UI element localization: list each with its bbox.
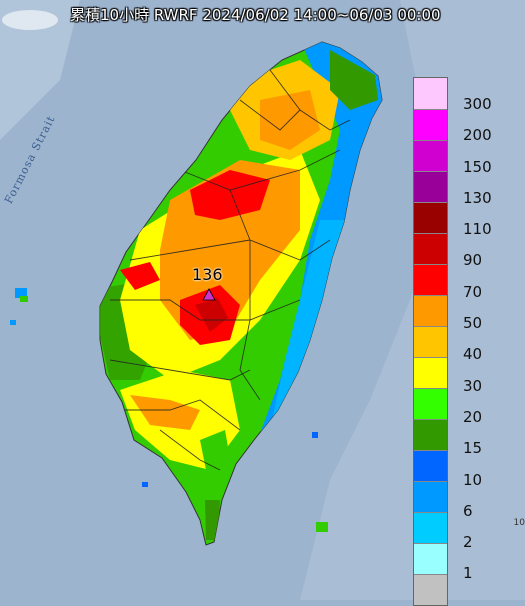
legend-swatch xyxy=(414,140,447,171)
color-legend xyxy=(413,77,448,606)
legend-swatch xyxy=(414,388,447,419)
legend-swatch xyxy=(414,78,447,109)
legend-label: 20 xyxy=(463,407,483,426)
legend-swatch xyxy=(414,264,447,295)
legend-swatch xyxy=(414,543,447,574)
taiwan-island xyxy=(99,41,383,546)
legend-label: 6 xyxy=(463,501,473,520)
legend-swatch xyxy=(414,357,447,388)
legend-label: 110 xyxy=(463,220,492,239)
legend-swatch xyxy=(414,295,447,326)
legend-label: 40 xyxy=(463,345,483,364)
legend-label: 130 xyxy=(463,188,492,207)
legend-label: 50 xyxy=(463,314,483,333)
legend-label: 300 xyxy=(463,95,492,113)
legend-swatch xyxy=(414,202,447,233)
legend-label: 30 xyxy=(463,376,483,395)
map-title: 累積10小時 RWRF 2024/06/02 14:00~06/03 00:00 xyxy=(70,6,441,24)
legend-label: 200 xyxy=(463,126,492,145)
legend-swatch xyxy=(414,481,447,512)
corner-text: 10 xyxy=(513,518,525,528)
legend-label: 70 xyxy=(463,282,483,301)
legend-swatch xyxy=(414,574,447,605)
legend-swatch xyxy=(414,419,447,450)
legend-label: 15 xyxy=(463,439,483,458)
legend-label: 90 xyxy=(463,251,483,270)
offshore-islands xyxy=(10,288,328,532)
legend-swatch xyxy=(414,326,447,357)
max-value-label: 136 xyxy=(192,265,223,284)
legend-swatch xyxy=(414,450,447,481)
legend-label: 1 xyxy=(463,564,473,583)
legend-label: 2 xyxy=(463,533,473,552)
legend-label: 10 xyxy=(463,470,483,489)
triangle-marker-icon xyxy=(202,288,216,301)
legend-swatch xyxy=(414,171,447,202)
legend-swatch xyxy=(414,233,447,264)
legend-label: 150 xyxy=(463,157,492,176)
legend-labels: 300 200 150 130 110 90 70 50 40 30 20 15 10 6 2 1 xyxy=(463,95,492,598)
legend-swatch xyxy=(414,512,447,543)
legend-swatch xyxy=(414,109,447,140)
